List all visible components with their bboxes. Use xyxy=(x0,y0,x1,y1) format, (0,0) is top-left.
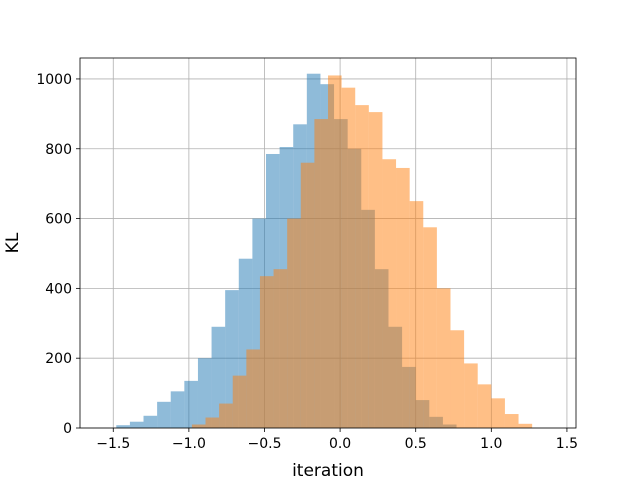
histogram-bar-series-1 xyxy=(143,415,158,428)
x-axis-label: iteration xyxy=(292,461,364,480)
histogram-bar-series-1 xyxy=(170,391,185,428)
x-tick-label: −1.0 xyxy=(172,436,206,452)
histogram-bar-series-2 xyxy=(450,330,465,428)
histogram-bar-series-2 xyxy=(287,218,301,428)
histogram-bar-series-2 xyxy=(477,384,492,428)
histogram-bar-series-2 xyxy=(518,423,533,428)
histogram-bar-series-2 xyxy=(219,403,233,428)
x-tick-label: 0.5 xyxy=(405,436,427,452)
histogram-bar-series-2 xyxy=(382,159,397,428)
y-tick-label: 600 xyxy=(45,212,72,228)
histogram-bar-series-2 xyxy=(314,119,328,429)
histogram-bar-series-2 xyxy=(300,162,315,428)
histogram-bar-series-1 xyxy=(116,425,130,428)
histogram-bar-series-2 xyxy=(436,288,451,428)
histogram-bar-series-2 xyxy=(464,363,478,428)
x-axis-ticks: −1.5 −1.0 −0.5 0.0 0.5 1.0 1.5 xyxy=(96,428,578,452)
histogram-bar-series-2 xyxy=(341,87,356,429)
histogram-bar-series-2 xyxy=(232,375,247,428)
histogram-bar-series-2 xyxy=(355,105,369,428)
histogram-bar-series-2 xyxy=(191,424,206,428)
histogram-bar-series-2 xyxy=(396,167,410,429)
x-tick-label: −1.5 xyxy=(96,436,130,452)
histogram-bar-series-2 xyxy=(368,112,383,429)
histogram-bar-series-2 xyxy=(409,201,424,428)
histogram-bar-series-2 xyxy=(259,276,274,428)
histogram-bar-series-1 xyxy=(184,380,198,428)
histogram-bar-series-2 xyxy=(504,414,519,428)
histogram-bar-series-2 xyxy=(491,398,505,428)
plot-frame xyxy=(79,57,577,429)
histogram-bar-series-1 xyxy=(197,358,212,428)
y-axis-ticks: 0 200 400 600 800 1000 xyxy=(36,72,80,437)
plot-area: −1.5 −1.0 −0.5 0.0 0.5 1.0 1.5 0 200 400 600 800 10… xyxy=(36,57,578,452)
histogram-bar-series-2 xyxy=(273,269,288,428)
x-tick-label: 0.0 xyxy=(329,436,351,452)
y-tick-label: 400 xyxy=(45,281,72,297)
y-tick-label: 1000 xyxy=(36,72,72,88)
histogram-bar-series-1 xyxy=(211,326,226,428)
y-tick-label: 0 xyxy=(63,421,72,437)
y-tick-label: 200 xyxy=(45,351,72,367)
histogram-bars xyxy=(116,73,533,429)
y-tick-label: 800 xyxy=(45,142,72,158)
histogram-bar-series-1 xyxy=(157,401,171,428)
x-tick-label: 1.0 xyxy=(480,436,502,452)
histogram-bar-series-2 xyxy=(205,417,220,428)
x-tick-label: −0.5 xyxy=(247,436,281,452)
y-axis-label: KL xyxy=(3,232,23,253)
histogram-bar-series-2 xyxy=(328,75,342,429)
histogram-bar-series-1 xyxy=(129,421,144,428)
x-tick-label: 1.5 xyxy=(556,436,578,452)
histogram-bar-series-2 xyxy=(246,349,260,428)
histogram-bar-series-2 xyxy=(423,227,437,428)
